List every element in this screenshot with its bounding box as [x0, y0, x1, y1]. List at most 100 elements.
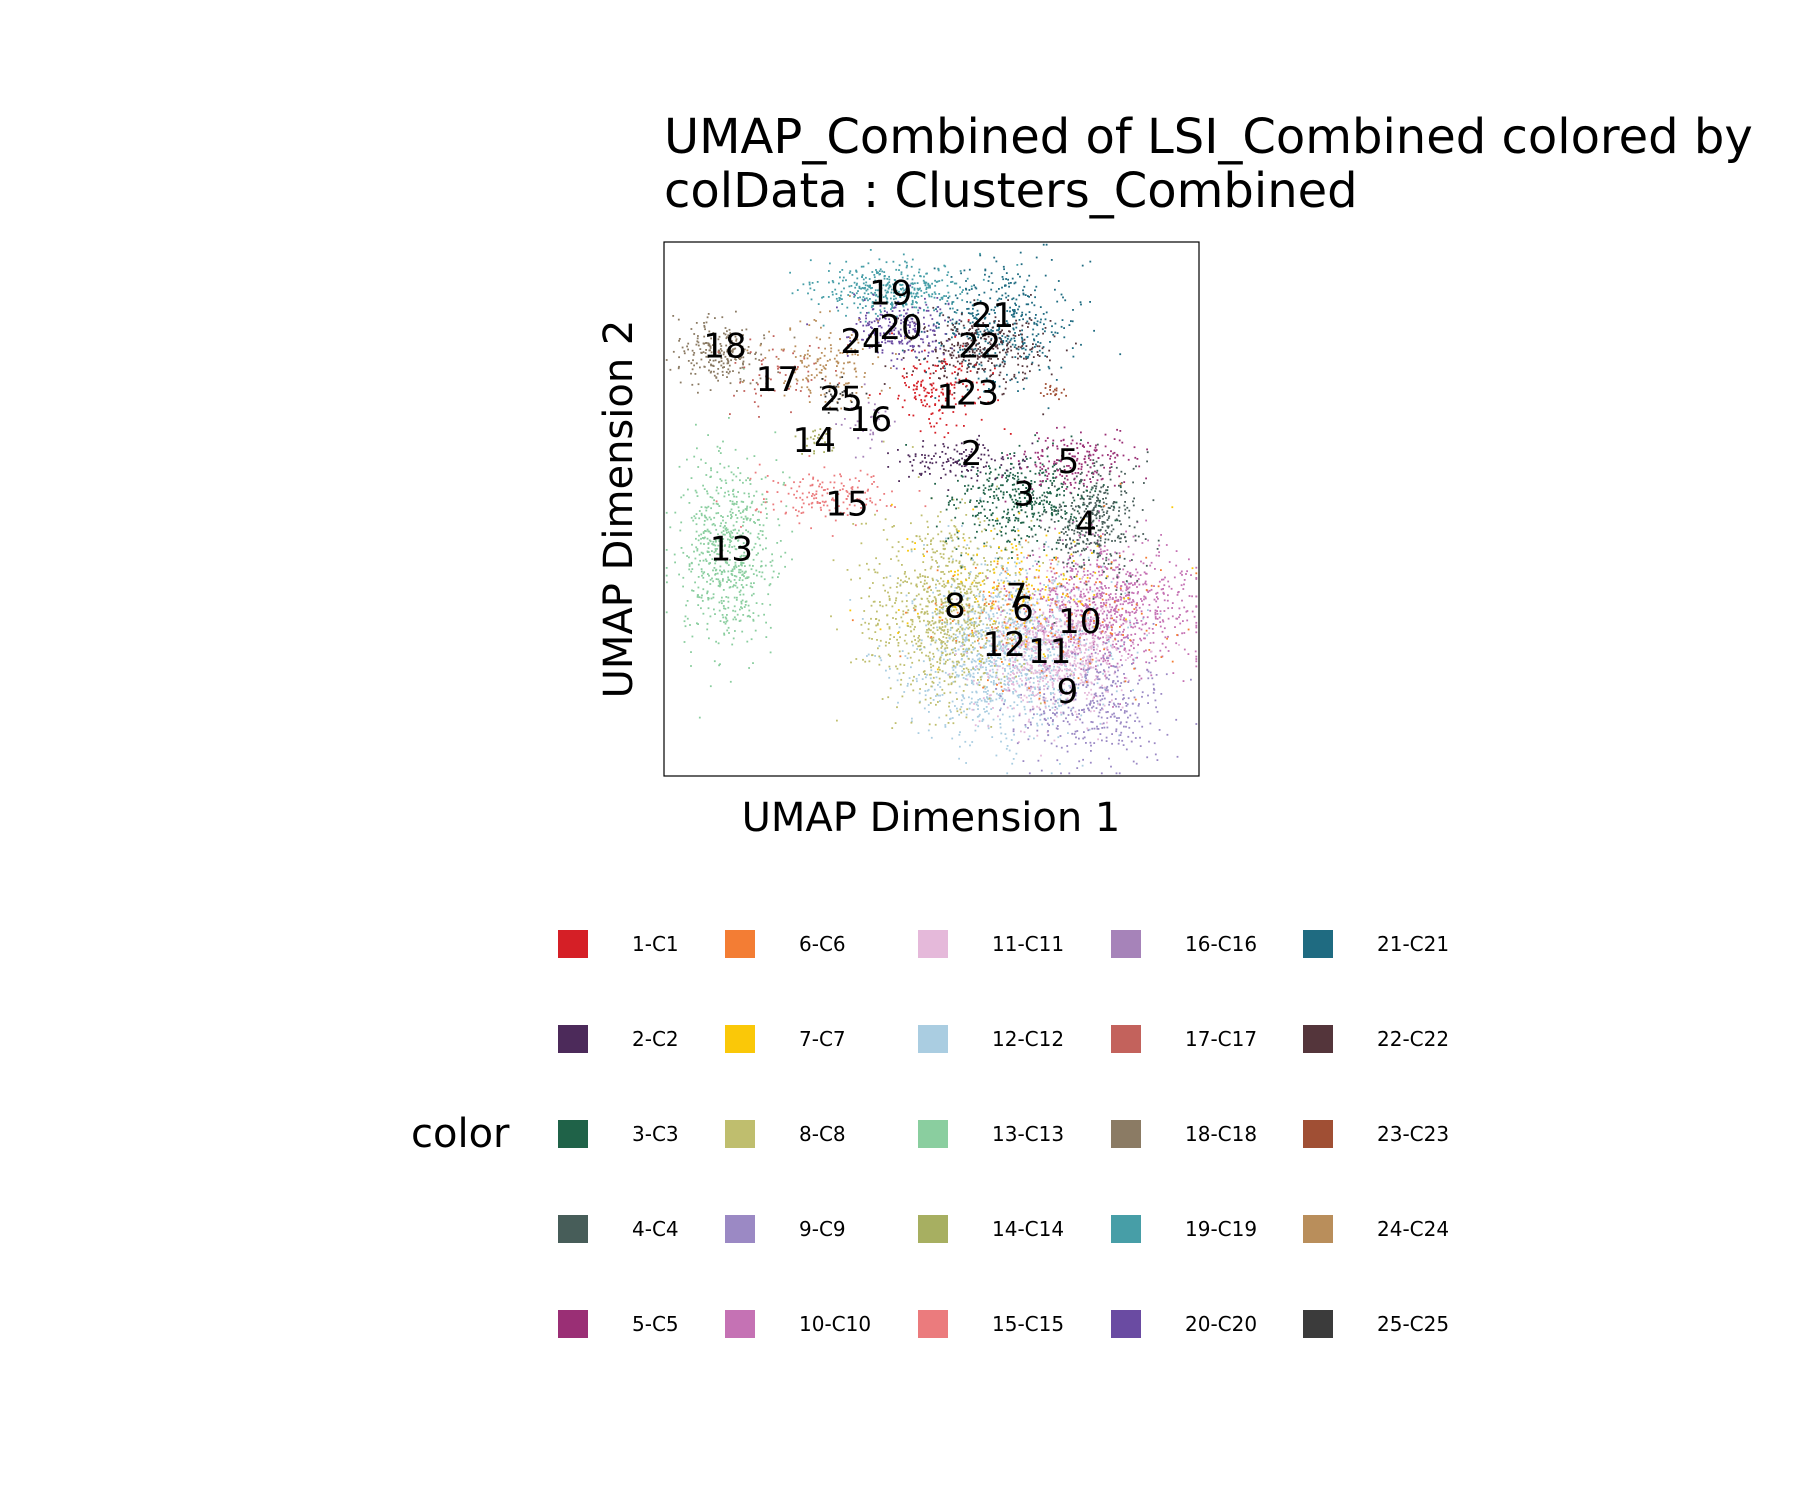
- point: [1054, 709, 1056, 711]
- point: [965, 674, 968, 677]
- point: [924, 611, 927, 614]
- point: [983, 685, 986, 688]
- point: [968, 647, 970, 650]
- point: [989, 297, 992, 300]
- point: [969, 744, 971, 747]
- point: [983, 607, 986, 610]
- point: [896, 623, 898, 625]
- point: [1004, 683, 1007, 686]
- point: [926, 590, 929, 593]
- point: [714, 613, 716, 615]
- point: [1029, 606, 1031, 609]
- point: [1038, 669, 1041, 672]
- point: [749, 585, 752, 588]
- point: [1115, 610, 1117, 613]
- point: [983, 604, 986, 607]
- point: [998, 327, 1001, 329]
- point: [1175, 617, 1178, 620]
- point: [1131, 641, 1134, 644]
- point: [1134, 625, 1137, 628]
- point: [950, 627, 952, 629]
- point: [748, 609, 751, 612]
- point: [1116, 667, 1119, 669]
- point: [1119, 645, 1122, 648]
- point: [1120, 615, 1122, 618]
- point: [1046, 700, 1049, 702]
- point: [992, 524, 995, 527]
- point: [886, 614, 888, 617]
- point: [1176, 594, 1179, 596]
- point: [706, 592, 708, 595]
- point: [1145, 519, 1147, 522]
- point: [1061, 486, 1063, 488]
- point: [907, 682, 909, 685]
- point: [936, 693, 939, 696]
- point: [961, 565, 964, 568]
- point: [720, 515, 722, 517]
- point: [1103, 626, 1105, 629]
- point: [930, 539, 933, 542]
- point: [959, 745, 961, 748]
- point: [966, 620, 969, 623]
- point: [1049, 479, 1052, 482]
- point: [740, 534, 743, 537]
- point: [1092, 533, 1094, 536]
- point: [1136, 592, 1139, 595]
- point: [952, 651, 954, 654]
- point: [1195, 626, 1198, 629]
- point: [984, 563, 986, 566]
- point: [1005, 737, 1008, 740]
- point: [1074, 669, 1077, 671]
- point: [1115, 634, 1118, 636]
- point: [955, 660, 958, 663]
- point: [709, 554, 711, 556]
- point: [994, 676, 997, 679]
- point: [711, 543, 714, 545]
- point: [903, 639, 906, 642]
- point: [1151, 657, 1153, 660]
- point: [855, 658, 858, 660]
- point: [952, 616, 955, 619]
- point: [1195, 658, 1198, 660]
- point: [973, 366, 976, 369]
- point: [720, 599, 723, 602]
- point: [1051, 465, 1054, 468]
- point: [994, 342, 996, 345]
- point: [948, 673, 951, 675]
- point: [988, 653, 991, 656]
- point: [695, 523, 698, 526]
- point: [965, 603, 968, 606]
- point: [1032, 686, 1034, 689]
- point: [991, 636, 994, 639]
- point: [948, 601, 951, 604]
- point: [976, 715, 979, 718]
- point: [1096, 559, 1099, 562]
- point: [966, 308, 968, 310]
- point: [1036, 676, 1039, 679]
- point: [876, 623, 879, 626]
- point: [873, 568, 876, 571]
- point: [1010, 337, 1013, 340]
- point: [1031, 650, 1033, 652]
- point: [994, 654, 997, 657]
- point: [747, 576, 750, 579]
- point: [1084, 676, 1086, 679]
- point: [1064, 641, 1067, 644]
- point: [976, 667, 979, 670]
- point: [1103, 647, 1106, 650]
- point: [734, 548, 737, 550]
- point: [1050, 331, 1053, 334]
- point: [1183, 648, 1186, 651]
- point: [1059, 663, 1061, 666]
- point: [1173, 576, 1176, 579]
- point: [1043, 625, 1045, 628]
- point: [920, 648, 923, 651]
- point: [1080, 439, 1082, 441]
- point: [1115, 690, 1118, 693]
- point: [898, 631, 900, 633]
- point: [973, 659, 976, 662]
- point: [932, 636, 935, 639]
- point: [739, 608, 741, 611]
- point: [944, 598, 946, 600]
- point: [1032, 515, 1034, 518]
